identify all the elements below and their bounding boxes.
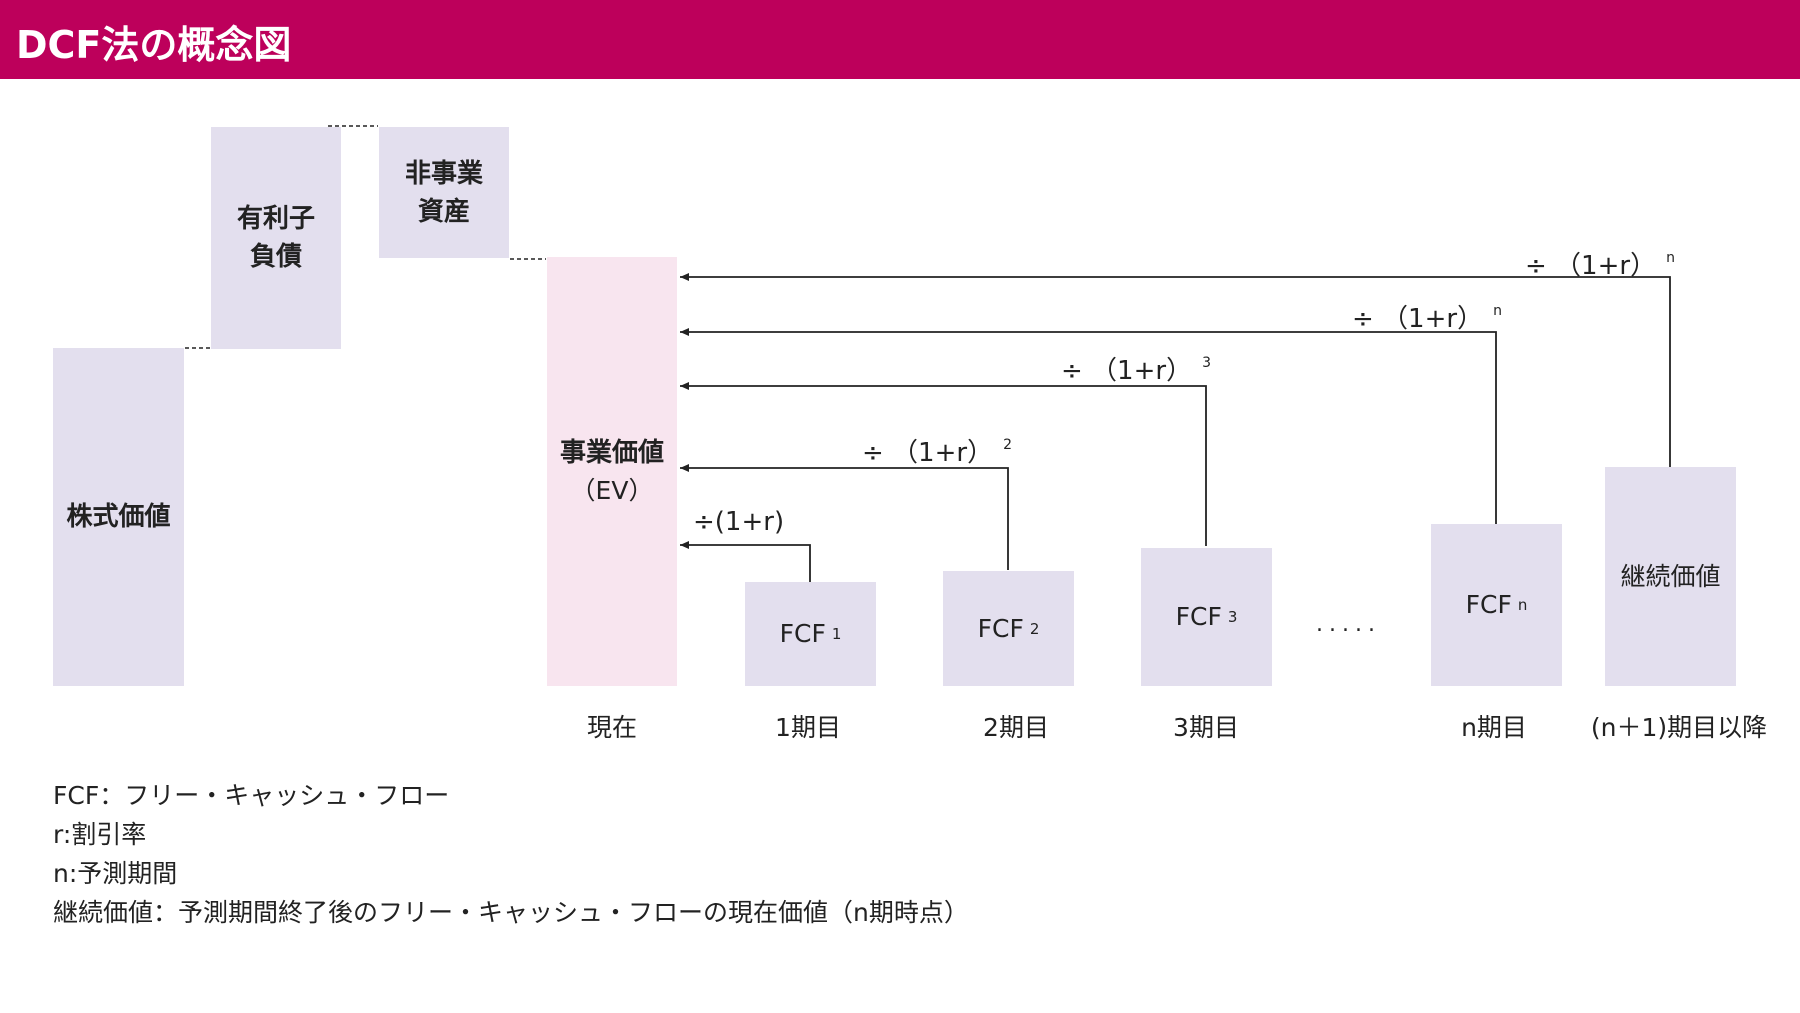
discount-text: ÷ （1+r） [1352,304,1484,334]
discount-exponent: 2 [1003,437,1012,453]
discount-exponent: n [1493,303,1502,319]
fcf-label: FCF [779,619,826,648]
discount-text: ÷(1+r) [693,507,785,537]
discount-label-n: ÷ （1+r） n [1352,298,1502,335]
terminal-value-label: 継続価値 [1620,561,1721,591]
discount-exponent: n [1666,250,1675,266]
discount-text: ÷ （1+r） [1061,356,1193,386]
fcf-label: FCF [1465,590,1512,619]
fcf-label: FCF [977,613,1024,643]
fcf-subscript: 3 [1227,608,1238,626]
terminal-value-box: 継続価値 [1605,467,1736,686]
discount-arrow-1 [680,541,811,582]
non-operating-assets-bar: 非事業 資産 [379,127,509,258]
period-label-3: 3期目 [1173,713,1239,742]
fcf-subscript: 2 [1029,619,1040,638]
discount-arrow-2 [680,464,1009,570]
discount-label-terminal: ÷ （1+r） n [1525,245,1675,282]
fcf-label: FCF [1175,602,1222,631]
legend-terminal-value: 継続価値：予測期間終了後のフリー・キャッシュ・フローの現在価値（n期時点） [53,898,969,927]
equity-value-label: 株式価値 [66,502,171,532]
discount-label-1: ÷(1+r) [693,506,794,537]
discount-exponent: 3 [1202,355,1211,371]
period-label-terminal: (n＋1)期目以降 [1590,713,1768,742]
period-label-n: n期目 [1461,713,1527,742]
period-label-1: 1期目 [775,713,841,742]
legend-fcf: FCF：フリー・キャッシュ・フロー [53,781,450,810]
fcf-box-3: FCF 3 [1141,548,1272,686]
period-label-now: 現在 [586,713,638,742]
enterprise-value-abbr: （EV） [570,475,654,505]
interest-bearing-debt-bar: 有利子 負債 [211,127,341,349]
discount-label-2: ÷ （1+r） 2 [862,432,1012,469]
legend-discount-rate: r:割引率 [53,820,147,849]
discount-arrow-terminal [680,273,1671,467]
discount-arrow-n [680,328,1497,524]
ellipsis: ..... [1316,612,1381,637]
debt-label: 有利子 負債 [236,204,315,272]
fcf-box-n: FCF n [1431,524,1562,686]
fcf-subscript: n [1517,596,1528,614]
non-operating-label: 非事業 資産 [404,158,483,227]
discount-text: ÷ （1+r） [1525,251,1657,281]
fcf-subscript: 1 [831,625,842,643]
page-title: DCF法の概念図 [16,23,292,67]
legend: FCF：フリー・キャッシュ・フロー r:割引率 n:予測期間 継続価値：予測期間… [53,776,969,932]
equity-value-bar: 株式価値 [53,348,184,686]
fcf-box-2: FCF 2 [943,571,1074,686]
fcf-box-1: FCF 1 [745,582,876,686]
enterprise-value-bar: 事業価値 （EV） [547,257,677,686]
title-banner: DCF法の概念図 [0,0,1800,79]
period-label-2: 2期目 [983,713,1049,742]
discount-text: ÷ （1+r） [862,438,994,468]
discount-arrow-3 [680,382,1207,546]
enterprise-value-label: 事業価値 [559,437,664,468]
legend-forecast-period: n:予測期間 [53,859,178,888]
discount-label-3: ÷ （1+r） 3 [1061,350,1211,387]
